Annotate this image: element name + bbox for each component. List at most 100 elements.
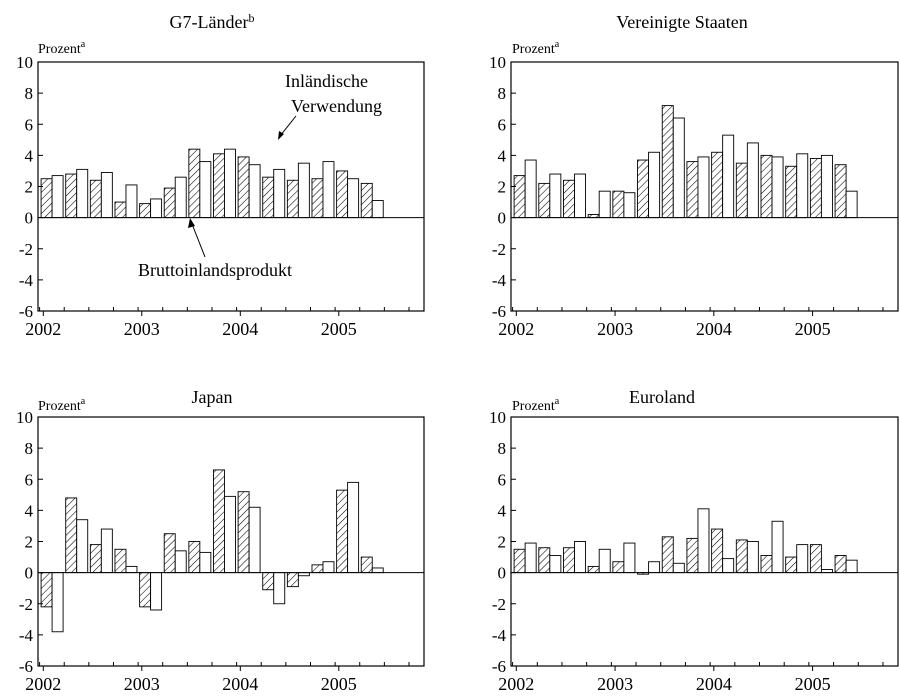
bar-domestic-2004Q2 — [273, 168, 286, 219]
bar-gdp-2005Q2 — [834, 555, 847, 574]
bar-gdp-2002Q4 — [114, 548, 127, 574]
x-tick-label: 2005 — [321, 674, 357, 694]
y-tick-label: 10 — [489, 53, 506, 72]
bar-domestic-2003Q2 — [174, 550, 187, 574]
x-tick-label: 2005 — [321, 319, 357, 339]
bar-gdp-2004Q1 — [711, 151, 724, 219]
bar-gdp-2003Q1 — [139, 203, 152, 219]
bar-domestic-2004Q3 — [297, 162, 310, 219]
y-tick-label: 4 — [25, 146, 34, 165]
bar-gdp-2005Q2 — [834, 164, 847, 219]
bar-domestic-2005Q1 — [347, 481, 360, 574]
y-tick-label: 6 — [498, 115, 507, 134]
bar-domestic-2003Q4 — [224, 148, 236, 219]
chart-title: Vereinigte Staaten — [616, 12, 747, 32]
bar-domestic-2002Q3 — [100, 528, 113, 574]
x-tick-label: 2003 — [597, 674, 633, 694]
y-unit-label: Prozenta — [512, 396, 560, 414]
bar-gdp-2004Q4 — [785, 556, 798, 574]
x-tick-label: 2002 — [25, 319, 61, 339]
x-tick-label: 2002 — [25, 674, 61, 694]
bar-gdp-2003Q4 — [213, 469, 225, 574]
annotation-domestic-line2: Verwendung — [291, 96, 382, 116]
bar-domestic-2004Q4 — [796, 153, 809, 219]
bar-gdp-2004Q2 — [262, 176, 275, 219]
annotation-domestic-line1: Inländische — [285, 71, 368, 91]
x-tick-label: 2004 — [222, 674, 258, 694]
bar-domestic-2003Q1 — [150, 198, 163, 219]
bar-gdp-2003Q1 — [612, 561, 625, 574]
annotation-gdp: Bruttoinlandsprodukt — [138, 260, 292, 280]
y-tick-label: -2 — [19, 240, 33, 259]
bar-gdp-2005Q1 — [809, 158, 822, 219]
bar-gdp-2003Q4 — [686, 161, 699, 219]
bar-domestic-2002Q4 — [125, 184, 138, 219]
x-tick-label: 2003 — [597, 319, 633, 339]
bar-gdp-2004Q4 — [311, 564, 324, 574]
y-tick-label: -6 — [492, 302, 506, 321]
bar-gdp-2003Q3 — [188, 541, 201, 574]
bar-gdp-2002Q3 — [563, 547, 575, 574]
y-tick-label: -4 — [492, 626, 507, 645]
bar-domestic-2004Q2 — [273, 572, 286, 605]
bar-domestic-2004Q3 — [771, 156, 784, 219]
bar-domestic-2005Q2 — [371, 567, 384, 574]
bar-gdp-2002Q4 — [587, 565, 600, 574]
bar-domestic-2002Q2 — [76, 519, 89, 574]
x-tick-label: 2005 — [795, 319, 831, 339]
chart-panel-usa: Vereinigte Staaten Prozenta 10 8 6 4 2 0 -2 -4 -… — [489, 12, 899, 339]
bar-domestic-2002Q1 — [51, 175, 64, 219]
bar-domestic-2005Q2 — [845, 190, 858, 219]
x-tick-label: 2003 — [124, 319, 160, 339]
annotation-arrowhead-domestic — [278, 131, 284, 140]
bar-gdp-2004Q2 — [735, 162, 748, 219]
bar-domestic-2005Q2 — [845, 559, 858, 574]
bar-gdp-2005Q1 — [336, 489, 349, 574]
bar-domestic-2003Q4 — [697, 156, 710, 219]
bar-domestic-2002Q3 — [100, 172, 113, 219]
y-tick-label: 10 — [16, 408, 33, 427]
bar-gdp-2003Q2 — [163, 533, 176, 574]
bar-gdp-2004Q1 — [237, 156, 250, 219]
bar-gdp-2002Q1 — [40, 178, 53, 219]
bar-domestic-2002Q1 — [51, 572, 64, 633]
bar-domestic-2005Q2 — [371, 200, 384, 219]
bar-domestic-2003Q2 — [648, 561, 661, 574]
bar-domestic-2002Q2 — [549, 173, 562, 219]
y-tick-label: 4 — [498, 146, 507, 165]
bar-gdp-2002Q3 — [89, 544, 102, 574]
y-unit-label: Prozenta — [38, 39, 86, 57]
annotation-arrowhead-gdp — [188, 218, 195, 228]
chart-title: Japan — [192, 387, 233, 407]
bar-domestic-2002Q2 — [549, 555, 562, 574]
y-tick-label: -2 — [492, 240, 506, 259]
y-tick-label: 4 — [25, 501, 34, 520]
y-tick-label: 8 — [25, 84, 34, 103]
bar-gdp-2004Q2 — [735, 539, 748, 574]
bar-domestic-2004Q2 — [746, 142, 759, 219]
bar-gdp-2004Q3 — [760, 154, 773, 219]
bar-domestic-2003Q4 — [224, 495, 236, 574]
chart-title: G7-Länderb — [170, 11, 255, 32]
x-tick-label: 2003 — [124, 674, 160, 694]
y-tick-label: 8 — [25, 439, 34, 458]
bar-gdp-2004Q2 — [262, 572, 275, 591]
y-tick-label: -6 — [19, 302, 33, 321]
annotation-arrow-gdp — [191, 223, 206, 258]
bar-domestic-2002Q1 — [524, 159, 537, 219]
y-tick-label: 0 — [25, 209, 34, 228]
bar-domestic-2003Q2 — [648, 151, 661, 219]
bar-domestic-2002Q1 — [524, 542, 537, 574]
bar-gdp-2003Q3 — [188, 148, 201, 219]
y-tick-label: 2 — [498, 178, 507, 197]
y-tick-label: -4 — [19, 626, 34, 645]
bar-domestic-2003Q4 — [697, 508, 710, 574]
bar-gdp-2003Q3 — [661, 536, 674, 574]
bar-domestic-2003Q1 — [623, 542, 636, 574]
bar-domestic-2002Q2 — [76, 168, 89, 219]
